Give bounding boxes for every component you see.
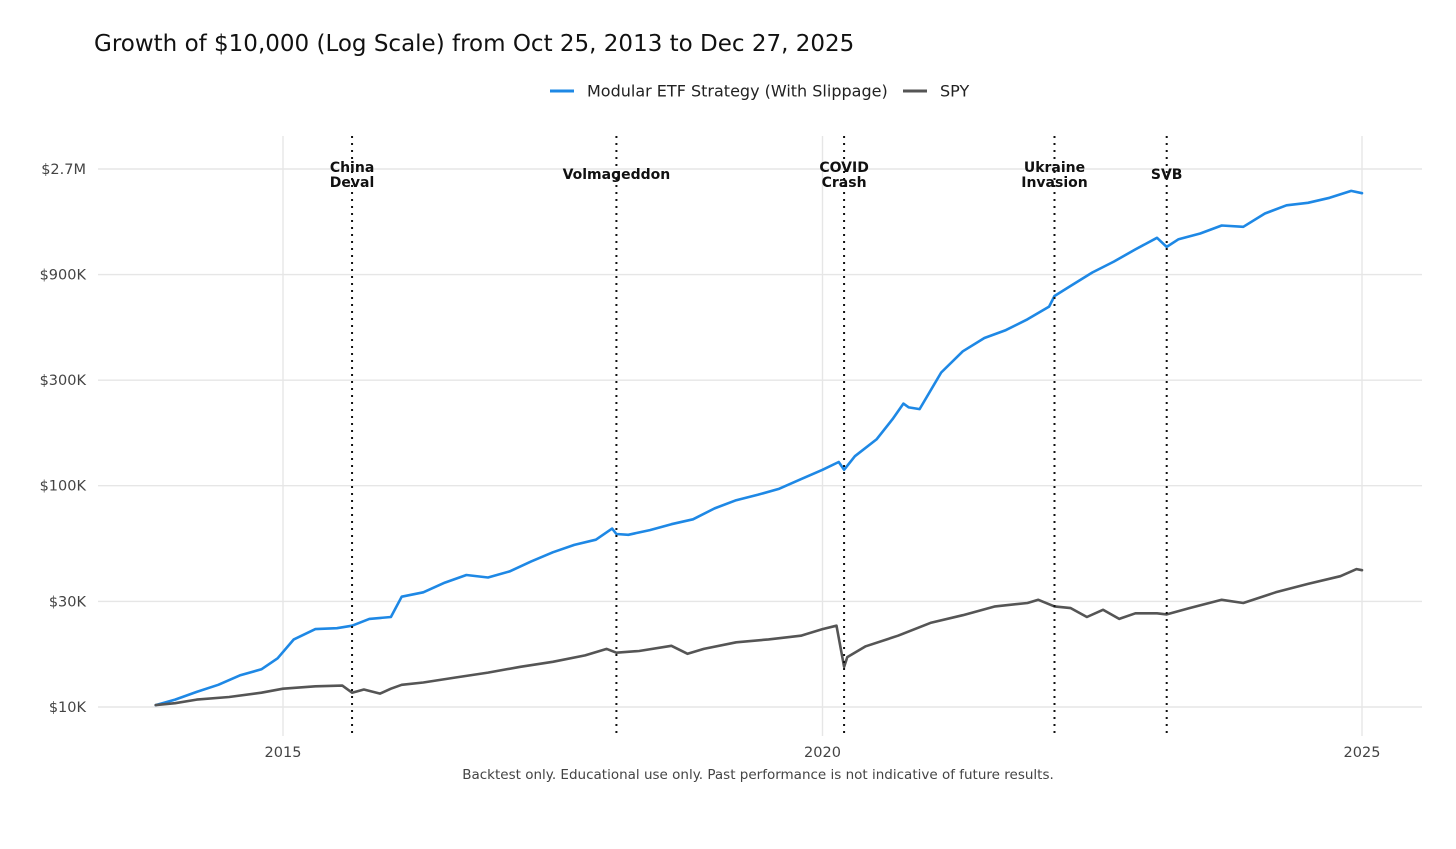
event-label: Crash (822, 175, 867, 191)
legend-label: SPY (940, 82, 969, 101)
x-tick-label: 2015 (265, 745, 302, 761)
series-lines (154, 189, 1364, 707)
y-tick-label: $300K (40, 373, 87, 389)
y-tick-label: $100K (40, 479, 87, 495)
y-tick-label: $900K (40, 268, 87, 284)
event-label: Invasion (1021, 175, 1087, 191)
x-tick-label: 2020 (804, 745, 841, 761)
y-tick-label: $10K (49, 700, 87, 716)
chart-caption: Backtest only. Educational use only. Pas… (462, 767, 1054, 783)
event-label: Volmageddon (563, 167, 671, 183)
axes: $10K $30K $100K $300K $900K $2.7M 2015 2020 2025 (40, 162, 1381, 761)
event-label: COVID (819, 160, 868, 176)
chart-title: Growth of $10,000 (Log Scale) from Oct 2… (94, 31, 854, 57)
grid (98, 136, 1422, 736)
event-label: Deval (330, 175, 375, 191)
event-label: SVB (1151, 167, 1183, 183)
series-line-spy (154, 567, 1364, 707)
y-tick-label: $30K (49, 594, 87, 610)
y-tick-label: $2.7M (41, 162, 86, 178)
event-label: China (330, 160, 374, 176)
series-line-strategy (154, 189, 1364, 707)
legend-label: Modular ETF Strategy (With Slippage) (587, 82, 888, 101)
event-label: Ukraine (1024, 160, 1085, 176)
x-tick-label: 2025 (1344, 745, 1381, 761)
legend: Modular ETF Strategy (With Slippage) SPY (550, 82, 969, 101)
